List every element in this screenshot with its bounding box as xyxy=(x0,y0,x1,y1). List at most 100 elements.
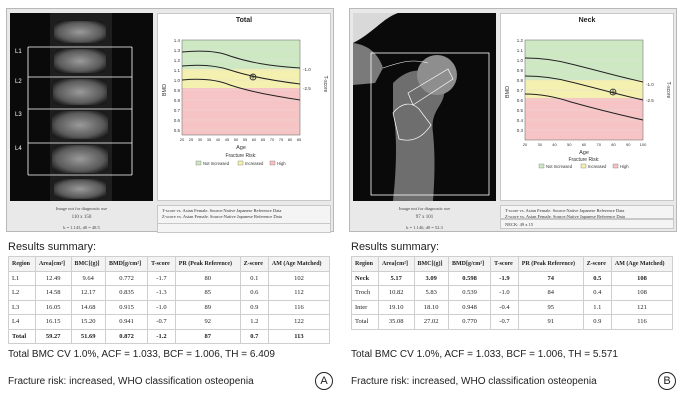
legend-increased: Increased xyxy=(588,164,607,169)
svg-text:0.5: 0.5 xyxy=(517,108,524,113)
hip-scan-image xyxy=(353,13,496,201)
svg-text:75: 75 xyxy=(279,137,284,142)
svg-text:30: 30 xyxy=(198,137,203,142)
svg-text:45: 45 xyxy=(225,137,230,142)
legend-high: High xyxy=(277,161,286,166)
svg-text:0.9: 0.9 xyxy=(517,68,524,73)
region-label-l4: L4 xyxy=(15,146,22,152)
bmc-summary-text: Total BMC CV 1.0%, ACF = 1.033, BCF = 1.… xyxy=(8,349,275,360)
table-row: L4 16.15 15.20 0.941 -0.7 92 1.2 122 xyxy=(8,314,331,330)
svg-text:1.2: 1.2 xyxy=(517,38,524,43)
t-axis-label: T-score xyxy=(665,82,671,99)
svg-text:70: 70 xyxy=(597,142,602,147)
summary-title: Results summary: xyxy=(351,241,440,253)
table-row: Inter 19.10 18.10 0.948 -0.4 95 1.1 121 xyxy=(351,299,674,315)
svg-text:20: 20 xyxy=(523,142,528,147)
svg-text:35: 35 xyxy=(207,137,212,142)
legend-high: High xyxy=(620,164,629,169)
panel-a: L1 L2 L3 L4 Image not for diagnostic use… xyxy=(6,0,341,400)
region-label-l3: L3 xyxy=(15,112,22,118)
y-tick: 1.4 xyxy=(174,38,181,43)
svg-text:40: 40 xyxy=(552,142,557,147)
chart-title: Neck xyxy=(578,17,596,24)
table-header-row: Region Area[cm²] BMC[(g)] BMD[g/cm²] T-s… xyxy=(351,256,674,272)
table-row-total: Total 59.27 51.69 0.872 -1.2 87 0.7 113 xyxy=(8,328,331,344)
table-header-row: Region Area[cm²] BMC[(g)] BMD[g/cm²] T-s… xyxy=(8,256,331,272)
svg-text:85: 85 xyxy=(297,137,302,142)
neck-size-info: NECK: 49 x 15 xyxy=(500,219,674,229)
svg-text:0.3: 0.3 xyxy=(517,128,524,133)
svg-text:40: 40 xyxy=(216,137,221,142)
y-tick: 0.8 xyxy=(174,98,181,103)
y-tick: 1.1 xyxy=(174,68,181,73)
fracture-risk-label: Fracture Risk: xyxy=(225,153,256,159)
scan-caption: Image not for diagnostic use xyxy=(398,206,451,211)
reference-info: T-score vs. Asian Female. Source:Native … xyxy=(500,205,674,219)
svg-text:100: 100 xyxy=(640,142,647,147)
svg-text:70: 70 xyxy=(270,137,275,142)
svg-text:0.6: 0.6 xyxy=(517,98,524,103)
svg-text:0.8: 0.8 xyxy=(517,78,524,83)
y-axis-label: BMD xyxy=(162,84,168,96)
fracture-risk-text: Fracture risk: increased, WHO classifica… xyxy=(8,376,254,387)
legend-not-increased: Not Increased xyxy=(203,161,230,166)
scan-k-value: k = 1.146, d0 = 52.3 xyxy=(406,225,443,230)
table-row-neck: Neck 5.17 3.09 0.598 -1.9 74 0.5 108 xyxy=(351,270,674,286)
fracture-risk-label: Fracture Risk: xyxy=(568,157,599,163)
report-a: L1 L2 L3 L4 Image not for diagnostic use… xyxy=(6,8,334,233)
legend-not-increased: Not Increased xyxy=(546,164,573,169)
y-tick: 1.3 xyxy=(174,48,181,53)
svg-text:0.4: 0.4 xyxy=(517,118,524,123)
spine-scan-image: L1 L2 L3 L4 xyxy=(10,13,153,201)
scan-size: 97 x 101 xyxy=(415,215,434,220)
scan-k-value: k = 1.143, d0 = 48.5 xyxy=(63,225,100,230)
svg-text:60: 60 xyxy=(252,137,257,142)
report-b: Image not for diagnostic use 97 x 101 k … xyxy=(349,8,677,232)
scan-caption: Image not for diagnostic use xyxy=(55,206,108,211)
table-row: Total 35.08 27.02 0.770 -0.7 91 0.9 116 xyxy=(351,314,674,330)
svg-text:90: 90 xyxy=(626,142,631,147)
x-axis-label: Age xyxy=(236,145,246,151)
svg-text:65: 65 xyxy=(261,137,266,142)
svg-text:1.0: 1.0 xyxy=(517,58,524,63)
results-table-a: Region Area[cm²] BMC[(g)] BMD[g/cm²] T-s… xyxy=(8,256,331,344)
svg-text:80: 80 xyxy=(288,137,293,142)
svg-text:-2.5: -2.5 xyxy=(646,98,654,103)
svg-text:25: 25 xyxy=(189,137,194,142)
summary-title: Results summary: xyxy=(8,241,97,253)
svg-text:80: 80 xyxy=(611,142,616,147)
y-axis-label: BMD xyxy=(505,86,511,98)
svg-text:30: 30 xyxy=(538,142,543,147)
table-row: L1 12.49 9.64 0.772 -1.7 80 0.1 102 xyxy=(8,270,331,286)
reference-info: T-score vs. Asian Female. Source:Native … xyxy=(157,205,331,225)
svg-text:50: 50 xyxy=(567,142,572,147)
region-label-l2: L2 xyxy=(15,79,22,85)
fracture-risk-text: Fracture risk: increased, WHO classifica… xyxy=(351,376,597,387)
panel-label-b: B xyxy=(658,372,676,390)
panel-label-a: A xyxy=(315,372,333,390)
panel-b: Image not for diagnostic use 97 x 101 k … xyxy=(349,0,684,400)
svg-text:50: 50 xyxy=(234,137,239,142)
legend-increased: Increased xyxy=(245,161,264,166)
svg-text:0.7: 0.7 xyxy=(517,88,524,93)
x-axis-label: Age xyxy=(579,150,589,156)
y-tick: 0.7 xyxy=(174,108,181,113)
chart-title: Total xyxy=(235,17,253,24)
svg-text:-1.0: -1.0 xyxy=(646,82,654,87)
region-label-l1: L1 xyxy=(15,49,22,55)
y-tick: 1.2 xyxy=(174,58,181,63)
t-tick: -2.5 xyxy=(303,86,311,91)
reference-blank xyxy=(157,223,331,233)
scan-size: 110 x 150 xyxy=(71,215,92,220)
results-table-b: Region Area[cm²] BMC[(g)] BMD[g/cm²] T-s… xyxy=(351,256,674,330)
svg-text:20: 20 xyxy=(180,137,185,142)
bmd-reference-chart-b: Neck 1.2 xyxy=(500,13,674,201)
svg-text:60: 60 xyxy=(582,142,587,147)
table-row: Troch 10.82 5.83 0.539 -1.0 84 0.4 108 xyxy=(351,285,674,301)
svg-text:55: 55 xyxy=(243,137,248,142)
y-tick: 0.9 xyxy=(174,88,181,93)
bmd-reference-chart-a: Total xyxy=(157,13,331,201)
y-tick: 0.5 xyxy=(174,128,181,133)
table-row: L3 16.05 14.68 0.915 -1.0 89 0.9 116 xyxy=(8,299,331,315)
t-tick: -1.0 xyxy=(303,67,311,72)
